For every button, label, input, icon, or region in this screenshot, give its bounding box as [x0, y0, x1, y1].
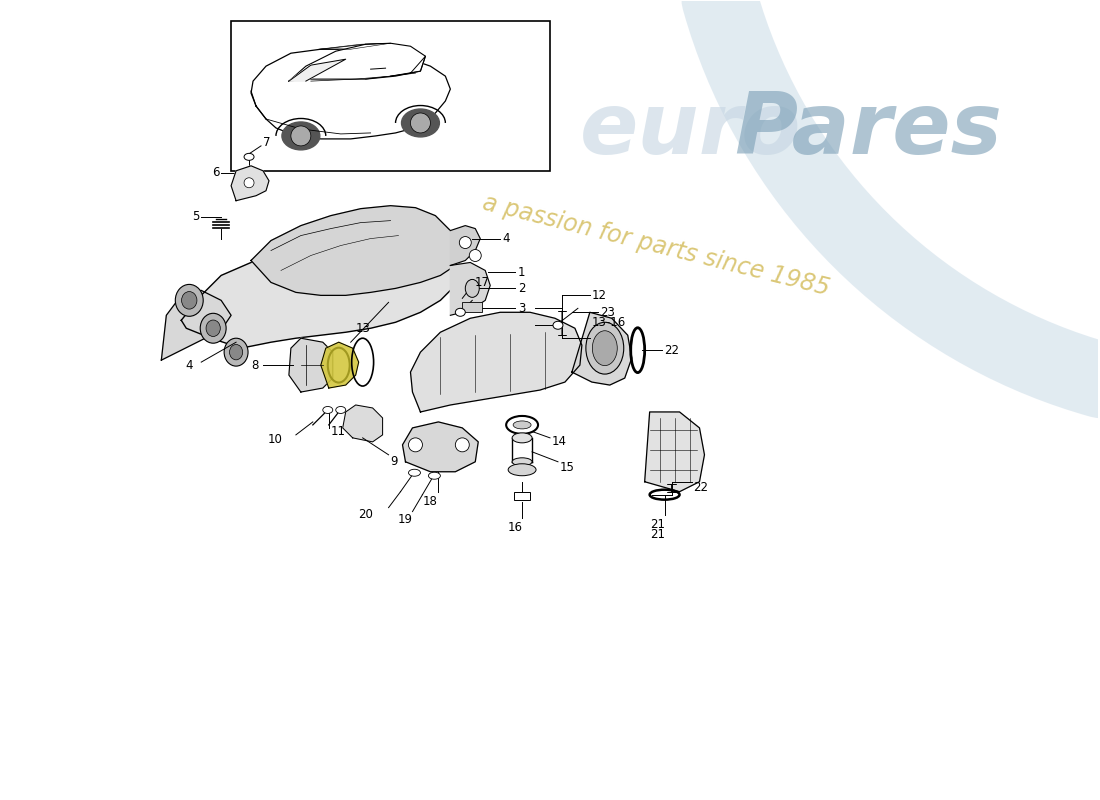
Text: a passion for parts since 1985: a passion for parts since 1985 [481, 190, 833, 300]
Ellipse shape [508, 464, 536, 476]
Ellipse shape [230, 345, 243, 360]
Text: 11: 11 [331, 426, 345, 438]
Ellipse shape [200, 314, 227, 343]
Ellipse shape [402, 109, 439, 137]
Text: 21: 21 [650, 518, 666, 531]
Polygon shape [231, 166, 270, 201]
Polygon shape [343, 405, 383, 442]
Polygon shape [251, 50, 450, 139]
Text: 22: 22 [664, 344, 680, 357]
Ellipse shape [322, 406, 333, 414]
Ellipse shape [206, 320, 220, 337]
Text: 12: 12 [592, 289, 607, 302]
Ellipse shape [175, 285, 204, 316]
Ellipse shape [513, 458, 532, 466]
Polygon shape [289, 59, 345, 81]
Ellipse shape [455, 308, 465, 316]
Text: 3: 3 [518, 302, 526, 315]
Ellipse shape [513, 421, 531, 429]
Ellipse shape [513, 433, 532, 443]
Bar [462, 302, 482, 312]
Text: 18: 18 [424, 495, 438, 508]
Polygon shape [162, 290, 231, 360]
Ellipse shape [182, 291, 197, 309]
Text: 10: 10 [268, 434, 283, 446]
Text: 6: 6 [211, 166, 219, 179]
Text: 4: 4 [503, 232, 509, 245]
Ellipse shape [465, 279, 480, 298]
Ellipse shape [282, 122, 320, 150]
Text: 13-16: 13-16 [592, 316, 626, 329]
Ellipse shape [224, 338, 249, 366]
Circle shape [244, 178, 254, 188]
Text: 14: 14 [552, 435, 567, 448]
Text: 15: 15 [560, 462, 575, 474]
Polygon shape [645, 412, 704, 492]
Text: 13: 13 [355, 322, 371, 334]
Text: 9: 9 [390, 455, 398, 468]
Text: Pares: Pares [735, 90, 1002, 173]
Text: 20: 20 [358, 508, 373, 521]
Ellipse shape [553, 322, 563, 330]
Ellipse shape [428, 472, 440, 479]
Polygon shape [450, 226, 481, 266]
Polygon shape [403, 422, 478, 472]
Polygon shape [410, 312, 582, 412]
Circle shape [408, 438, 422, 452]
Polygon shape [251, 206, 460, 295]
Bar [231, 22, 550, 170]
Text: 23: 23 [600, 306, 615, 319]
Polygon shape [289, 338, 333, 392]
Text: euro: euro [580, 90, 801, 173]
Text: 5: 5 [191, 210, 199, 223]
Text: 19: 19 [398, 513, 412, 526]
Ellipse shape [593, 330, 617, 366]
Polygon shape [289, 43, 426, 81]
Text: 2: 2 [518, 282, 526, 295]
Polygon shape [450, 262, 491, 315]
Circle shape [455, 438, 470, 452]
Circle shape [290, 126, 311, 146]
Circle shape [410, 113, 430, 133]
Text: 17: 17 [474, 276, 490, 289]
Ellipse shape [586, 322, 624, 374]
Text: 22: 22 [693, 481, 708, 494]
Text: 8: 8 [252, 358, 258, 372]
Ellipse shape [244, 154, 254, 160]
Text: 1: 1 [518, 266, 526, 279]
Polygon shape [182, 241, 460, 348]
Ellipse shape [408, 470, 420, 476]
Ellipse shape [506, 416, 538, 434]
Ellipse shape [336, 406, 345, 414]
Bar [514, 492, 530, 500]
Text: 7: 7 [263, 136, 271, 150]
Circle shape [470, 250, 481, 262]
Text: 21: 21 [650, 528, 666, 541]
Polygon shape [572, 312, 631, 385]
Polygon shape [321, 342, 359, 388]
Text: 16: 16 [507, 521, 522, 534]
Circle shape [460, 237, 471, 249]
Text: 4: 4 [186, 358, 192, 372]
